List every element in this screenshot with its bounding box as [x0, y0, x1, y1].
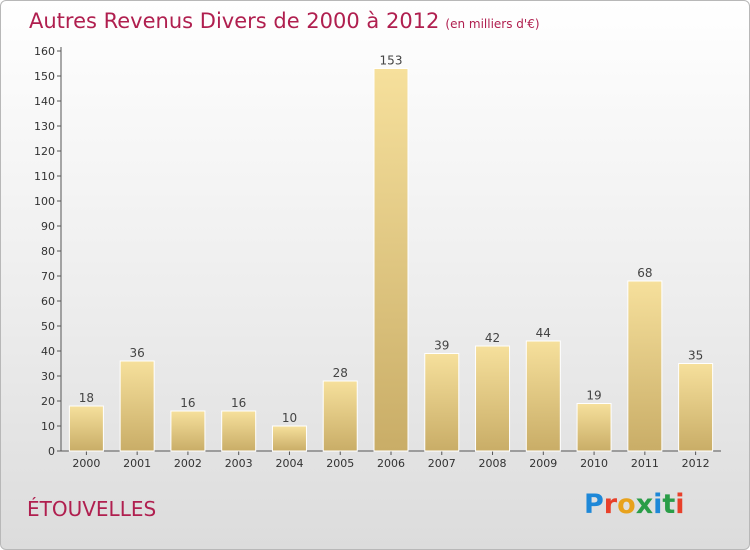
data-label: 39 [434, 339, 449, 353]
bar [322, 380, 358, 452]
data-label: 19 [586, 389, 601, 403]
y-tick-label: 50 [41, 320, 55, 333]
x-tick-label: 2011 [631, 457, 659, 470]
x-tick-label: 2008 [479, 457, 507, 470]
x-tick-label: 2003 [225, 457, 253, 470]
logo-letter: r [603, 489, 618, 520]
y-tick-label: 110 [34, 170, 55, 183]
logo-letter: i [653, 489, 663, 520]
y-tick-label: 20 [41, 395, 55, 408]
data-label: 68 [637, 266, 652, 280]
data-label: 10 [282, 411, 297, 425]
data-label: 16 [180, 396, 195, 410]
x-tick-label: 2009 [529, 457, 557, 470]
x-tick-label: 2006 [377, 457, 405, 470]
logo-letter: o [617, 489, 636, 520]
x-tick-label: 2012 [682, 457, 710, 470]
y-tick-label: 90 [41, 220, 55, 233]
data-label: 16 [231, 396, 246, 410]
data-label: 28 [333, 366, 348, 380]
y-tick-label: 10 [41, 420, 55, 433]
logo-letter: i [675, 489, 685, 520]
y-tick-label: 60 [41, 295, 55, 308]
bars [68, 68, 714, 452]
y-tick-label: 100 [34, 195, 55, 208]
data-label: 153 [380, 54, 403, 68]
y-axis: 0 10 20 30 40 50 60 70 80 90 100 110 120 130 140 150 160 [34, 45, 62, 458]
x-tick-label: 2007 [428, 457, 456, 470]
y-tick-label: 80 [41, 245, 55, 258]
bar [576, 403, 612, 452]
chart-subtitle: (en milliers d'€) [445, 17, 540, 31]
bar [424, 353, 460, 452]
y-tick-label: 40 [41, 345, 55, 358]
logo-letter: x [635, 489, 654, 520]
data-label: 18 [79, 391, 94, 405]
x-axis: 2000 2001 2002 2003 2004 2005 2006 2007 2008 2009… [61, 450, 721, 470]
y-tick-label: 0 [48, 445, 55, 458]
x-tick-label: 2001 [123, 457, 151, 470]
x-tick-label: 2000 [72, 457, 100, 470]
chart-title-text: Autres Revenus Divers de 2000 à 2012 [29, 9, 440, 33]
y-tick-label: 70 [41, 270, 55, 283]
data-label: 36 [130, 346, 145, 360]
y-tick-label: 120 [34, 145, 55, 158]
bar [119, 360, 155, 452]
x-tick-label: 2010 [580, 457, 608, 470]
place-name: ÉTOUVELLES [27, 497, 157, 521]
bar [475, 345, 511, 452]
bar [221, 410, 257, 452]
data-label: 35 [688, 349, 703, 363]
x-tick-label: 2004 [275, 457, 303, 470]
data-label: 44 [536, 326, 551, 340]
bar [525, 340, 561, 452]
bar [678, 363, 714, 452]
bar [68, 405, 104, 452]
y-tick-label: 160 [34, 45, 55, 58]
y-tick-label: 150 [34, 70, 55, 83]
x-tick-label: 2005 [326, 457, 354, 470]
logo-letter: P [584, 489, 604, 520]
bar [271, 425, 307, 452]
bar [373, 68, 409, 452]
data-labels: 18 36 16 16 10 28 153 39 42 44 19 68 35 [79, 54, 704, 426]
chart-title: Autres Revenus Divers de 2000 à 2012 (en … [29, 9, 540, 33]
logo-letter: t [662, 489, 676, 520]
x-tick-label: 2002 [174, 457, 202, 470]
proxiti-logo: Proxiti [584, 489, 685, 520]
data-label: 42 [485, 331, 500, 345]
bar [627, 280, 663, 452]
y-tick-label: 140 [34, 95, 55, 108]
y-tick-label: 30 [41, 370, 55, 383]
y-tick-label: 130 [34, 120, 55, 133]
bar [170, 410, 206, 452]
